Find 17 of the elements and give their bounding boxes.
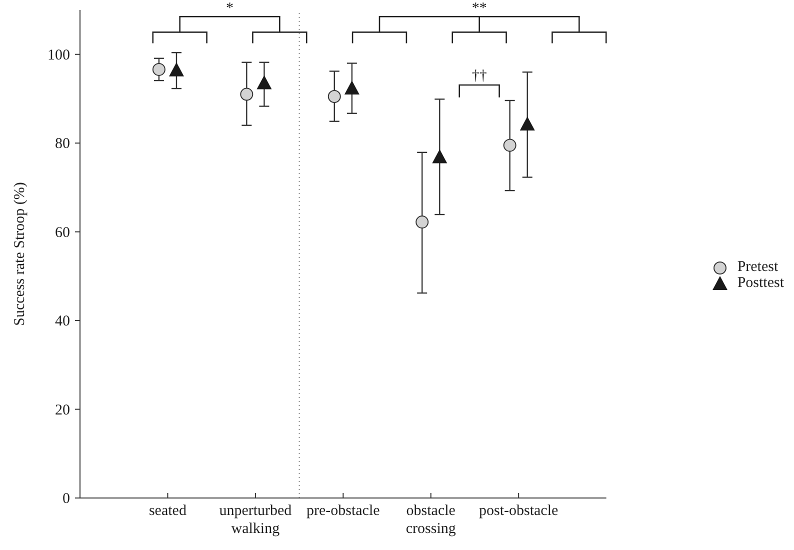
legend-label: Pretest xyxy=(737,258,778,276)
annotation: ** xyxy=(472,0,487,17)
x-tick-label: pre-obstacle xyxy=(306,503,380,519)
annotation: * xyxy=(226,0,234,17)
y-tick-label: 100 xyxy=(48,47,70,64)
y-axis-title: Success rate Stroop (%) xyxy=(12,182,28,326)
x-tick-label: unperturbed walking xyxy=(219,503,292,537)
y-tick-label: 20 xyxy=(55,402,70,418)
x-tick-label: obstacle crossing xyxy=(406,503,456,537)
y-tick-label: 80 xyxy=(55,136,70,152)
x-tick-label: seated xyxy=(148,503,187,519)
annotation: †† xyxy=(472,68,488,84)
y-tick-label: 0 xyxy=(62,491,70,507)
legend-label: Posttest xyxy=(737,274,784,292)
y-tick-label: 60 xyxy=(55,224,70,241)
y-tick-label: 40 xyxy=(55,314,70,330)
x-tick-label: post-obstacle xyxy=(479,503,559,519)
